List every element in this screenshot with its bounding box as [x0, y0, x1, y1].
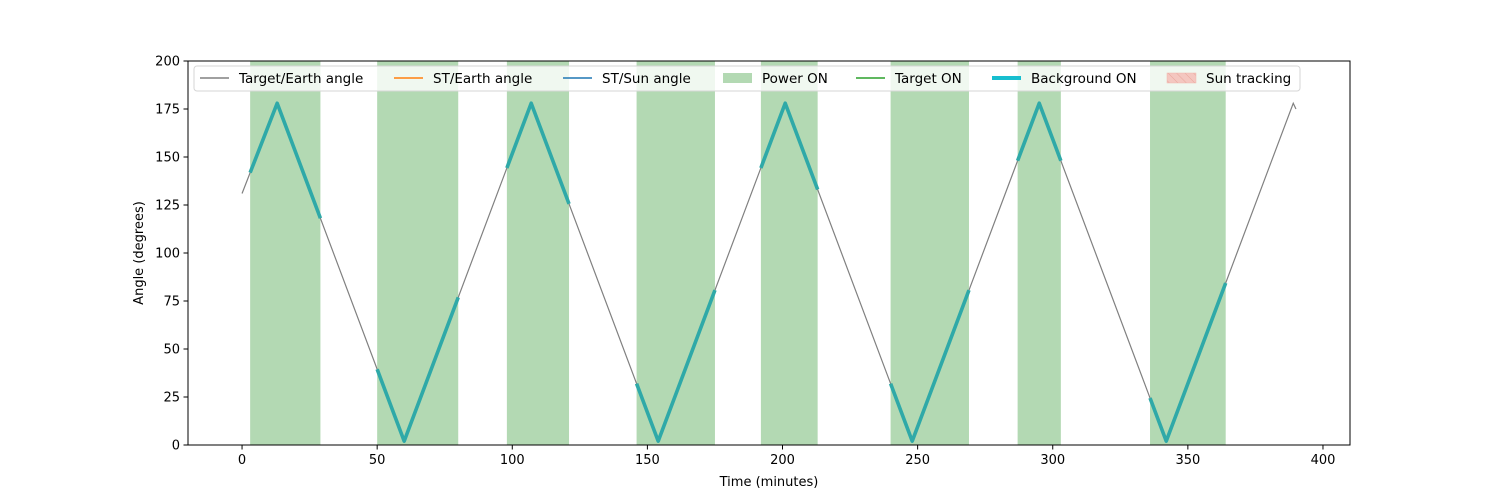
power-on-band-1 — [250, 61, 321, 445]
x-tick-label: 400 — [1311, 453, 1336, 468]
x-tick-label: 350 — [1175, 453, 1200, 468]
power-on-band-2 — [377, 61, 459, 445]
background-on-segment-6 — [888, 289, 971, 443]
background-on-segment-7 — [1015, 101, 1063, 162]
y-axis-label: Angle (degrees) — [132, 201, 147, 305]
y-tick-label: 25 — [163, 391, 180, 406]
power-on-band-7 — [1017, 61, 1061, 445]
power-on-bands — [250, 61, 1226, 445]
y-tick-label: 200 — [155, 55, 180, 70]
y-tick-label: 0 — [172, 439, 180, 454]
y-axis-ticks: 0 25 50 75 100 125 150 175 200 — [155, 55, 188, 454]
legend-label: Sun tracking — [1206, 71, 1291, 87]
power-on-band-5 — [760, 61, 818, 445]
legend-label: ST/Sun angle — [602, 71, 691, 87]
legend-swatch — [723, 73, 752, 83]
legend: Target/Earth angle ST/Earth angle ST/Sun a… — [193, 65, 1301, 92]
legend-item-power-on: Power ON — [723, 71, 828, 87]
background-on-segment-8 — [1148, 282, 1228, 443]
legend-swatch — [1166, 72, 1197, 84]
x-tick-label: 200 — [770, 453, 795, 468]
legend-label: Target ON — [894, 71, 962, 87]
x-axis-label: Time (minutes) — [719, 475, 819, 490]
legend-item-st-sun: ST/Sun angle — [563, 71, 691, 87]
background-on-segment-1 — [248, 101, 323, 219]
x-tick-label: 50 — [369, 453, 386, 468]
x-tick-label: 250 — [905, 453, 930, 468]
x-tick-label: 300 — [1040, 453, 1065, 468]
x-tick-label: 150 — [635, 453, 660, 468]
legend-item-target-earth: Target/Earth angle — [200, 71, 363, 87]
series-lines — [241, 101, 1297, 443]
legend-label: Background ON — [1031, 71, 1137, 87]
background-on-segment-5 — [759, 101, 820, 191]
legend-label: Power ON — [762, 71, 828, 87]
power-on-band-4 — [636, 61, 715, 445]
y-tick-label: 75 — [163, 295, 180, 310]
background-on-segment-2 — [375, 296, 460, 443]
y-tick-label: 150 — [155, 151, 180, 166]
legend-item-background-on: Background ON — [992, 71, 1137, 87]
x-tick-label: 0 — [238, 453, 246, 468]
legend-label: Target/Earth angle — [238, 71, 363, 87]
legend-item-st-earth: ST/Earth angle — [394, 71, 532, 87]
legend-item-sun-tracking: Sun tracking — [1166, 71, 1291, 87]
y-tick-label: 125 — [155, 199, 180, 214]
legend-label: ST/Earth angle — [433, 71, 532, 87]
background-on-segment-3 — [505, 101, 571, 205]
legend-item-target-on: Target ON — [856, 71, 962, 87]
y-tick-label: 100 — [155, 247, 180, 262]
power-on-band-6 — [890, 61, 969, 445]
x-axis-ticks: 0 50 100 150 200 250 300 350 400 — [238, 445, 1335, 468]
y-tick-label: 50 — [163, 343, 180, 358]
y-tick-label: 175 — [155, 103, 180, 118]
background-on-segment-4 — [634, 289, 717, 443]
x-tick-label: 100 — [500, 453, 525, 468]
